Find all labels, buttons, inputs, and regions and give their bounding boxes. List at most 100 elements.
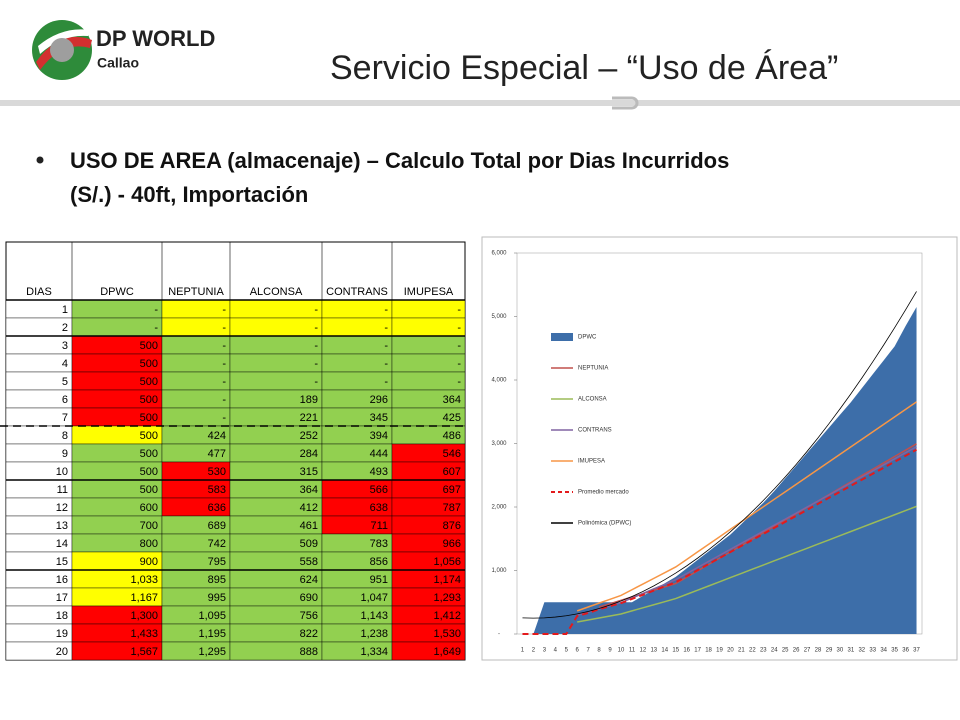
table: DIAS DPWC NEPTUNIA ALCONSA CONTRANS IMUPESA 1 -… xyxy=(0,241,466,661)
cell-text: 493 xyxy=(370,466,388,478)
x-tick-label: 14 xyxy=(661,648,668,654)
logo-title: DP WORLD xyxy=(96,26,215,51)
cell-bg xyxy=(321,353,393,373)
y-tick-label: 6,000 xyxy=(491,251,507,257)
cell-text: 1,295 xyxy=(198,646,226,658)
y-tick-label: 2,000 xyxy=(491,505,507,511)
cell-text: 500 xyxy=(140,394,158,406)
cell-text: 600 xyxy=(140,502,158,514)
cell-text: 822 xyxy=(300,628,318,640)
cell-text: 700 xyxy=(140,520,158,532)
cell-text: 8 xyxy=(62,430,68,442)
cell-text: 15 xyxy=(56,556,68,568)
logo-center xyxy=(50,38,74,62)
cell-text: 500 xyxy=(140,484,158,496)
cell-bg xyxy=(161,317,231,337)
cell-text: 500 xyxy=(140,340,158,352)
x-tick-label: 36 xyxy=(902,648,909,654)
bullet-text: (S/.) - 40ft, Importación xyxy=(70,182,308,207)
cell-text: - xyxy=(384,376,388,388)
cell-text: 995 xyxy=(208,592,226,604)
x-tick-label: 10 xyxy=(618,648,625,654)
cell-text: 690 xyxy=(300,592,318,604)
cell-text: 500 xyxy=(140,376,158,388)
cell-bg xyxy=(391,299,466,319)
cell-bg xyxy=(161,407,231,427)
x-tick-label: 32 xyxy=(858,648,865,654)
cell-text: 638 xyxy=(370,502,388,514)
cell-bg xyxy=(71,299,163,319)
cell-bg xyxy=(161,371,231,391)
cell-text: - xyxy=(384,322,388,334)
cell-bg xyxy=(391,317,466,337)
cell-text: 876 xyxy=(443,520,461,532)
cell-bg xyxy=(161,353,231,373)
cell-text: - xyxy=(314,340,318,352)
cell-text: 624 xyxy=(300,574,318,586)
cell-text: 7 xyxy=(62,412,68,424)
x-tick-label: 34 xyxy=(880,648,887,654)
logo-swoosh xyxy=(36,36,92,70)
header-rule xyxy=(0,100,960,106)
cell-text: 756 xyxy=(300,610,318,622)
cell-bg xyxy=(391,371,466,391)
x-tick-label: 2 xyxy=(532,648,536,654)
cell-text: - xyxy=(457,340,461,352)
cell-text: - xyxy=(222,322,226,334)
cell-text: 10 xyxy=(56,466,68,478)
logo-swoosh xyxy=(38,29,90,54)
cell-text: 221 xyxy=(300,412,318,424)
x-tick-label: 23 xyxy=(760,648,767,654)
cell-text: 364 xyxy=(300,484,318,496)
cell-text: 1,334 xyxy=(360,646,388,658)
cell-bg xyxy=(391,335,466,355)
legend-swatch xyxy=(551,333,573,341)
x-tick-label: 13 xyxy=(650,648,657,654)
cell-text: 3 xyxy=(62,340,68,352)
rule-icon xyxy=(612,96,639,110)
cell-text: 9 xyxy=(62,448,68,460)
cell-text: 11 xyxy=(57,484,68,496)
cell-text: - xyxy=(384,358,388,370)
cell-text: 364 xyxy=(443,394,461,406)
cell-text: 1,195 xyxy=(198,628,226,640)
x-tick-label: 11 xyxy=(629,648,636,654)
cell-text: 20 xyxy=(56,646,68,658)
cell-text: 394 xyxy=(370,430,388,442)
cell-text: 16 xyxy=(56,574,68,586)
cell-bg xyxy=(161,299,231,319)
x-tick-label: 7 xyxy=(586,648,590,654)
cell-text: 500 xyxy=(140,412,158,424)
x-tick-label: 26 xyxy=(793,648,800,654)
cell-bg xyxy=(229,353,323,373)
series-line xyxy=(576,401,917,612)
cell-text: 5 xyxy=(62,376,68,388)
x-tick-label: 1 xyxy=(521,648,525,654)
x-tick-label: 8 xyxy=(597,648,601,654)
cell-text: - xyxy=(222,394,226,406)
cell-text: - xyxy=(457,376,461,388)
cell-text: 711 xyxy=(370,520,388,532)
cell-text: - xyxy=(384,304,388,316)
x-tick-label: 9 xyxy=(608,648,612,654)
x-tick-label: 37 xyxy=(913,648,920,654)
y-tick-label: - xyxy=(498,632,500,638)
cell-text: 424 xyxy=(208,430,226,442)
cell-text: 189 xyxy=(300,394,318,406)
x-tick-label: 12 xyxy=(640,648,647,654)
x-tick-label: 18 xyxy=(705,648,712,654)
cell-bg xyxy=(229,335,323,355)
cell-text: 888 xyxy=(300,646,318,658)
cell-text: 566 xyxy=(370,484,388,496)
cell-text: 1,033 xyxy=(130,574,158,586)
cell-text: 19 xyxy=(56,628,68,640)
cell-text: 18 xyxy=(56,610,68,622)
x-tick-label: 16 xyxy=(683,648,690,654)
cell-text: 13 xyxy=(56,520,68,532)
series-line xyxy=(577,505,917,623)
cell-text: 2 xyxy=(62,322,68,334)
cell-text: 444 xyxy=(370,448,388,460)
cell-text: 607 xyxy=(443,466,461,478)
